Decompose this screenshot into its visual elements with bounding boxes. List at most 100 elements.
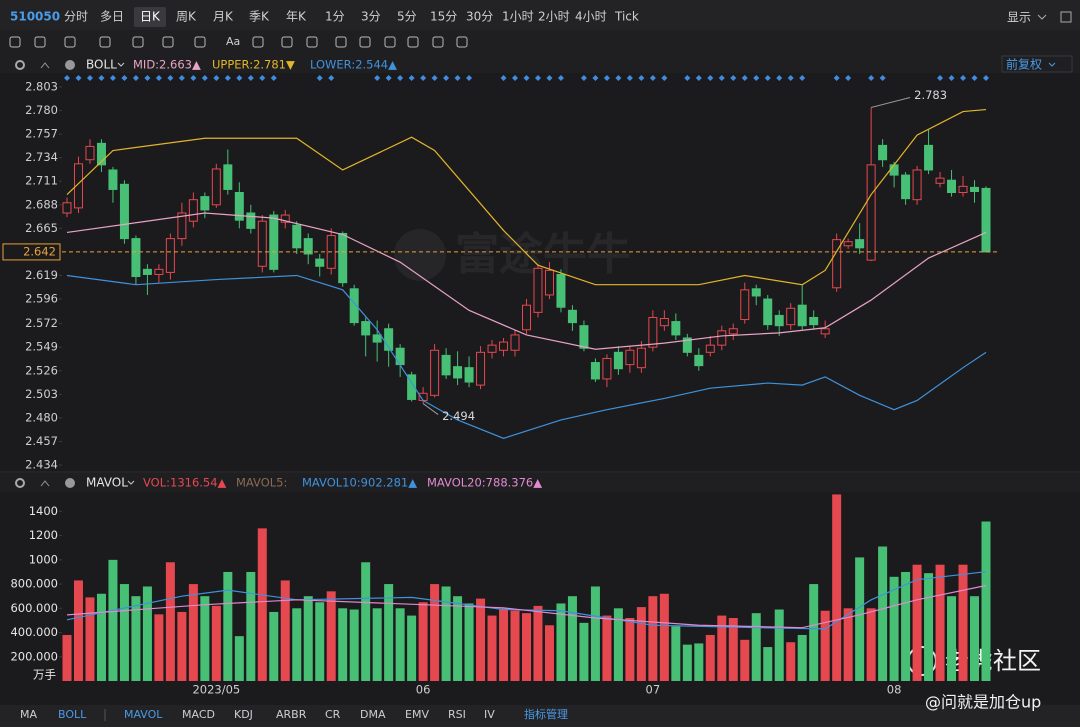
indicator-tab[interactable]: MACD xyxy=(182,708,215,721)
volume-bar xyxy=(85,597,95,681)
indicator-tab[interactable]: RSI xyxy=(448,708,466,721)
volume-bar xyxy=(73,580,83,681)
selected-tab-bg[interactable] xyxy=(134,7,166,27)
timeframe-tab[interactable]: 4小时 xyxy=(575,10,607,24)
timeframe-tab[interactable]: 季K xyxy=(249,10,270,24)
volume-bar xyxy=(797,634,807,681)
volume-bar xyxy=(510,610,520,681)
tool-icon[interactable] xyxy=(252,36,264,48)
volume-bar xyxy=(441,586,451,681)
tool-icon[interactable] xyxy=(384,36,396,48)
indicator-tab[interactable]: EMV xyxy=(405,708,429,721)
tool-icon[interactable] xyxy=(407,36,419,48)
candle-body xyxy=(935,177,945,184)
signal-marker xyxy=(190,75,197,81)
timeframe-tab[interactable]: 30分 xyxy=(466,10,493,24)
tool-icon[interactable] xyxy=(456,36,468,48)
indicator-line xyxy=(66,584,987,629)
volume-indicator-name[interactable]: MAVOL xyxy=(86,476,128,490)
volume-bar xyxy=(556,603,566,681)
y-tick-label: 2.780 xyxy=(25,103,58,117)
tool-icon[interactable] xyxy=(306,36,318,48)
window-icon[interactable] xyxy=(1060,11,1072,23)
candle-body xyxy=(556,273,566,308)
signal-marker xyxy=(454,75,461,81)
tool-icon[interactable] xyxy=(359,36,371,48)
y-tick-label: 2.711 xyxy=(25,174,58,188)
indicator-tab[interactable]: 指标管理 xyxy=(524,707,568,721)
dropdown-icon[interactable] xyxy=(117,62,125,67)
volume-bar xyxy=(223,571,233,681)
dropdown-icon[interactable] xyxy=(1037,14,1047,20)
volume-bar xyxy=(855,557,865,681)
collapse-icon[interactable] xyxy=(40,480,50,487)
timeframe-tab[interactable]: 1小时 xyxy=(502,10,534,24)
volume-bar xyxy=(142,586,152,681)
indicator-tab[interactable]: MAVOL xyxy=(124,708,163,721)
indicator-tab[interactable]: CR xyxy=(325,708,341,721)
timeframe-tab[interactable]: 周K xyxy=(176,10,197,24)
tool-icon[interactable] xyxy=(281,36,293,48)
tool-icon[interactable] xyxy=(99,36,111,48)
indicator-name[interactable]: BOLL xyxy=(86,58,117,72)
candle-body xyxy=(154,268,164,275)
candle-body xyxy=(510,334,520,351)
tool-icon[interactable] xyxy=(194,36,206,48)
candle-body xyxy=(119,183,129,240)
timeframe-tab[interactable]: 5分 xyxy=(397,10,417,24)
indicator-tab[interactable]: BOLL xyxy=(58,708,87,721)
indicator-tab[interactable]: ARBR xyxy=(276,708,307,721)
signal-marker xyxy=(661,75,668,81)
tool-icon[interactable] xyxy=(132,36,144,48)
tool-icon[interactable] xyxy=(335,36,347,48)
adjust-menu[interactable]: 前复权 xyxy=(1006,57,1042,72)
author: @问就是加仓up xyxy=(925,693,1041,712)
timeframe-tab[interactable]: 3分 xyxy=(361,10,381,24)
candle-body xyxy=(476,351,486,386)
timeframe-tab[interactable]: 日K xyxy=(140,10,161,24)
signal-marker xyxy=(201,75,208,81)
symbol[interactable]: 510050 xyxy=(10,10,60,24)
tool-icon[interactable] xyxy=(432,36,444,48)
tool-icon[interactable] xyxy=(64,36,76,48)
settings-icon[interactable] xyxy=(15,60,25,70)
candle-body xyxy=(177,212,187,240)
candle-body xyxy=(809,316,819,326)
x-tick-label: 07 xyxy=(646,683,661,697)
indicator-tab[interactable]: DMA xyxy=(360,708,386,721)
indicator-tab[interactable]: IV xyxy=(484,708,495,721)
volume-bar xyxy=(935,564,945,681)
tool-icon[interactable] xyxy=(34,36,46,48)
indicator-tab[interactable]: KDJ xyxy=(234,708,253,721)
dropdown-icon[interactable] xyxy=(127,480,135,485)
indicator-tab[interactable]: MA xyxy=(20,708,37,721)
timeframe-tab[interactable]: 年K xyxy=(286,10,307,24)
volume-bar xyxy=(682,644,692,681)
dropdown-icon[interactable] xyxy=(1048,62,1056,67)
font-tool[interactable]: Aa xyxy=(226,35,240,48)
timeframe-tab[interactable]: Tick xyxy=(614,10,639,24)
timeframe-tab[interactable]: 月K xyxy=(213,10,234,24)
tool-bar xyxy=(0,30,1080,55)
collapse-icon[interactable] xyxy=(40,62,50,69)
timeframe-tab[interactable]: 15分 xyxy=(430,10,457,24)
candle-body xyxy=(797,304,807,327)
tool-icon[interactable] xyxy=(162,36,174,48)
settings-icon[interactable] xyxy=(15,478,25,488)
timeframe-tab[interactable]: 分时 xyxy=(64,10,88,24)
adjust-box[interactable] xyxy=(1001,55,1073,73)
timeframe-tab[interactable]: 1分 xyxy=(325,10,345,24)
signal-marker xyxy=(626,75,633,81)
close-icon[interactable] xyxy=(65,478,75,488)
close-icon[interactable] xyxy=(65,60,75,70)
candle-body xyxy=(924,144,934,171)
volume-bar xyxy=(625,618,635,681)
display-menu[interactable]: 显示 xyxy=(1007,11,1031,25)
candle-body xyxy=(981,187,991,253)
timeframe-tab[interactable]: 多日 xyxy=(100,10,124,24)
signal-marker xyxy=(64,75,70,81)
tool-icon[interactable] xyxy=(9,36,21,48)
timeframe-tab[interactable]: 2小时 xyxy=(538,10,570,24)
candle-body xyxy=(223,164,233,190)
